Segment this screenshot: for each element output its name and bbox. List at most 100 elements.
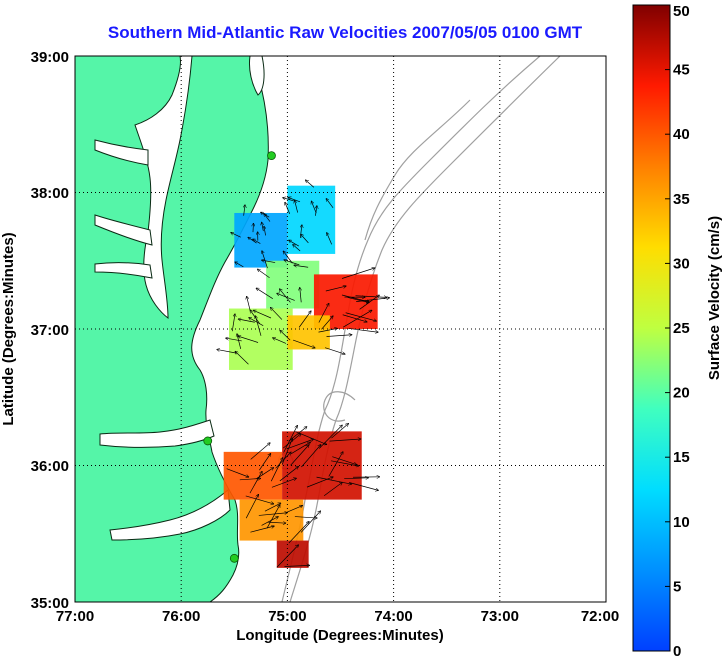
velocity-arrow bbox=[300, 225, 302, 239]
x-tick-label: 72:00 bbox=[581, 608, 619, 625]
y-tick-label: 36:00 bbox=[31, 458, 69, 475]
velocity-arrow bbox=[248, 237, 257, 244]
velocity-arrow bbox=[327, 233, 333, 245]
velocity-arrow bbox=[267, 522, 286, 523]
velocity-arrow bbox=[226, 468, 249, 477]
velocity-arrow bbox=[288, 427, 307, 442]
bay-tributary bbox=[94, 139, 149, 166]
velocity-arrow bbox=[247, 296, 251, 311]
velocity-arrow bbox=[253, 310, 272, 319]
x-tick-label: 75:00 bbox=[268, 608, 306, 625]
velocity-arrow bbox=[325, 286, 346, 292]
radar-sites bbox=[203, 151, 276, 563]
radar-site-marker bbox=[203, 436, 213, 446]
velocity-vectors bbox=[217, 180, 390, 568]
pamlico-sound bbox=[109, 489, 231, 541]
velocity-arrow bbox=[295, 200, 299, 213]
velocity-arrow bbox=[301, 444, 321, 468]
velocity-arrow bbox=[288, 521, 309, 544]
velocity-arrow bbox=[331, 460, 359, 466]
velocity-arrow bbox=[258, 513, 288, 516]
velocity-arrow bbox=[318, 303, 329, 323]
colorbar-tick-label: 30 bbox=[673, 255, 690, 272]
velocity-arrow bbox=[250, 310, 261, 325]
plot-frame bbox=[74, 55, 607, 603]
colorbar-tick-label: 35 bbox=[673, 191, 690, 208]
velocity-arrow bbox=[285, 202, 291, 214]
x-tick-label: 73:00 bbox=[481, 608, 519, 625]
velocity-arrow bbox=[261, 260, 276, 263]
x-tick-label: 74:00 bbox=[374, 608, 412, 625]
velocity-arrow bbox=[347, 297, 370, 302]
y-axis-label: Latitude (Degrees:Minutes) bbox=[0, 232, 17, 425]
velocity-arrow bbox=[245, 494, 258, 519]
velocity-arrow bbox=[321, 316, 333, 330]
velocity-arrow bbox=[283, 425, 298, 453]
velocity-arrow bbox=[270, 307, 283, 320]
velocity-arrow bbox=[279, 466, 299, 482]
velocity-arrow bbox=[217, 349, 238, 354]
map-title: Southern Mid-Atlantic Raw Velocities 200… bbox=[107, 23, 583, 42]
velocity-arrow bbox=[238, 319, 255, 323]
velocity-arrow bbox=[282, 434, 301, 449]
velocity-patch bbox=[287, 185, 336, 254]
velocity-arrow bbox=[266, 505, 280, 529]
velocity-arrow bbox=[342, 314, 367, 322]
velocity-arrow bbox=[249, 317, 264, 326]
velocity-patch bbox=[223, 451, 283, 500]
velocity-arrow bbox=[345, 312, 377, 321]
velocity-arrow bbox=[259, 453, 270, 471]
pamlico-sound bbox=[99, 419, 215, 448]
velocity-arrow bbox=[294, 265, 309, 268]
velocity-arrow bbox=[290, 442, 310, 455]
colorbar-tick-label: 0 bbox=[673, 643, 681, 659]
velocity-arrow bbox=[311, 201, 317, 214]
velocity-arrow bbox=[261, 517, 279, 526]
velocity-arrow bbox=[235, 351, 249, 365]
velocity-arrow bbox=[277, 293, 295, 301]
velocity-arrow bbox=[292, 339, 315, 348]
colorbar bbox=[632, 4, 671, 652]
velocity-arrow bbox=[328, 452, 343, 477]
velocity-patch bbox=[276, 540, 309, 568]
velocity-arrow bbox=[293, 244, 301, 252]
velocity-arrow bbox=[283, 251, 293, 264]
velocity-arrow bbox=[323, 482, 342, 497]
velocity-arrow bbox=[344, 478, 368, 479]
velocity-arrow bbox=[256, 288, 273, 299]
x-axis-label: Longitude (Degrees:Minutes) bbox=[236, 627, 444, 644]
velocity-arrow bbox=[326, 335, 351, 337]
velocity-arrow bbox=[273, 338, 287, 344]
colorbar-tick-label: 15 bbox=[673, 449, 690, 466]
colorbar-tick-label: 50 bbox=[673, 3, 690, 20]
velocity-arrow bbox=[331, 423, 348, 439]
velocity-arrow bbox=[315, 206, 317, 216]
colorbar-tick-label: 40 bbox=[673, 126, 690, 143]
bathymetry-contour bbox=[364, 99, 471, 241]
velocity-arrow bbox=[226, 338, 242, 342]
velocity-arrow bbox=[271, 478, 297, 488]
velocity-arrow bbox=[348, 328, 379, 332]
radar-site-marker bbox=[267, 151, 276, 161]
velocity-arrow bbox=[286, 439, 314, 450]
velocity-arrow bbox=[284, 260, 300, 266]
radar-site-marker bbox=[229, 553, 239, 563]
velocity-arrow bbox=[305, 180, 315, 188]
velocity-arrow bbox=[349, 482, 379, 491]
velocity-arrow bbox=[285, 506, 303, 514]
bay-tributary bbox=[94, 262, 153, 279]
velocity-arrow bbox=[245, 495, 274, 504]
velocity-arrow bbox=[280, 330, 291, 341]
colorbar-tick-label: 45 bbox=[673, 62, 690, 79]
velocity-patch bbox=[234, 212, 288, 268]
velocity-arrow bbox=[324, 347, 345, 354]
velocity-arrow bbox=[238, 336, 259, 343]
x-axis: 77:00 76:00 75:00 74:00 73:00 72:00 Long… bbox=[56, 608, 619, 644]
velocity-arrow bbox=[249, 471, 262, 494]
velocity-arrow bbox=[301, 234, 309, 244]
velocity-arrow bbox=[289, 240, 299, 247]
grid bbox=[75, 56, 606, 602]
velocity-arrow bbox=[300, 511, 320, 533]
